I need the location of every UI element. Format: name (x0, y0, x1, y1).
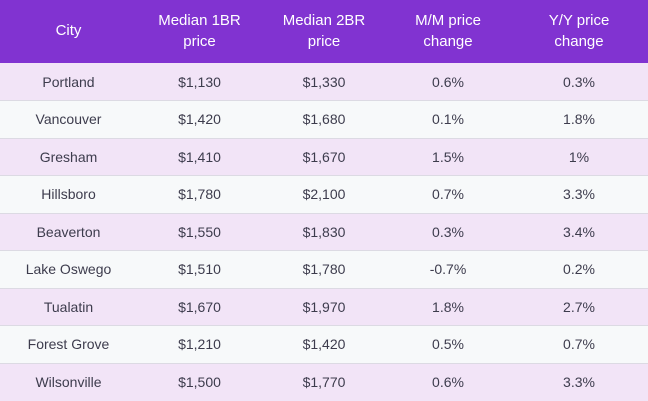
table-header-row: City Median 1BR price Median 2BR price M/M … (0, 0, 648, 63)
table-row: Beaverton $1,550 $1,830 0.3% 3.4% (0, 212, 648, 251)
table-row: Vancouver $1,420 $1,680 0.1% 1.8% (0, 100, 648, 138)
table-row: Lake Oswego $1,510 $1,780 -0.7% 0.2% (0, 250, 648, 288)
column-header-city: City (0, 0, 137, 63)
value-cell: $1,420 (137, 100, 262, 138)
city-cell: Portland (0, 63, 137, 101)
value-cell: $1,420 (262, 325, 386, 363)
city-cell: Tualatin (0, 287, 137, 326)
city-cell: Forest Grove (0, 325, 137, 363)
value-cell: 0.2% (510, 250, 648, 288)
value-cell: 1.8% (386, 287, 510, 326)
value-cell: $1,670 (137, 287, 262, 326)
value-cell: $1,410 (137, 137, 262, 176)
value-cell: 0.6% (386, 63, 510, 101)
value-cell: $1,770 (262, 362, 386, 401)
column-header-median-1br-price: Median 1BR price (137, 0, 262, 63)
value-cell: $1,670 (262, 137, 386, 176)
city-cell: Wilsonville (0, 362, 137, 401)
value-cell: $1,780 (262, 250, 386, 288)
value-cell: 0.3% (386, 212, 510, 251)
value-cell: 0.6% (386, 362, 510, 401)
table-header: City Median 1BR price Median 2BR price M/M … (0, 0, 648, 63)
column-header-y-y-price-change: Y/Y price change (510, 0, 648, 63)
table-row: Portland $1,130 $1,330 0.6% 0.3% (0, 63, 648, 101)
value-cell: 0.5% (386, 325, 510, 363)
table-row: Tualatin $1,670 $1,970 1.8% 2.7% (0, 287, 648, 326)
value-cell: $1,330 (262, 63, 386, 101)
value-cell: $1,550 (137, 212, 262, 251)
city-cell: Lake Oswego (0, 250, 137, 288)
table-row: Gresham $1,410 $1,670 1.5% 1% (0, 137, 648, 176)
value-cell: 1.8% (510, 100, 648, 138)
value-cell: $2,100 (262, 175, 386, 213)
value-cell: $1,830 (262, 212, 386, 251)
value-cell: $1,130 (137, 63, 262, 101)
table-row: Wilsonville $1,500 $1,770 0.6% 3.3% (0, 362, 648, 401)
city-cell: Beaverton (0, 212, 137, 251)
value-cell: 3.3% (510, 362, 648, 401)
value-cell: $1,500 (137, 362, 262, 401)
value-cell: $1,210 (137, 325, 262, 363)
value-cell: $1,510 (137, 250, 262, 288)
value-cell: 0.7% (510, 325, 648, 363)
value-cell: $1,780 (137, 175, 262, 213)
column-header-m-m-price-change: M/M price change (386, 0, 510, 63)
value-cell: 2.7% (510, 287, 648, 326)
city-cell: Vancouver (0, 100, 137, 138)
value-cell: $1,680 (262, 100, 386, 138)
value-cell: 1.5% (386, 137, 510, 176)
value-cell: 3.4% (510, 212, 648, 251)
value-cell: 0.3% (510, 63, 648, 101)
value-cell: -0.7% (386, 250, 510, 288)
table-row: Hillsboro $1,780 $2,100 0.7% 3.3% (0, 175, 648, 213)
value-cell: 0.7% (386, 175, 510, 213)
city-cell: Gresham (0, 137, 137, 176)
table-row: Forest Grove $1,210 $1,420 0.5% 0.7% (0, 325, 648, 363)
value-cell: 1% (510, 137, 648, 176)
value-cell: 3.3% (510, 175, 648, 213)
table-body: Portland $1,130 $1,330 0.6% 0.3% Vancouver $1,… (0, 63, 648, 401)
value-cell: 0.1% (386, 100, 510, 138)
column-header-median-2br-price: Median 2BR price (262, 0, 386, 63)
city-cell: Hillsboro (0, 175, 137, 213)
value-cell: $1,970 (262, 287, 386, 326)
